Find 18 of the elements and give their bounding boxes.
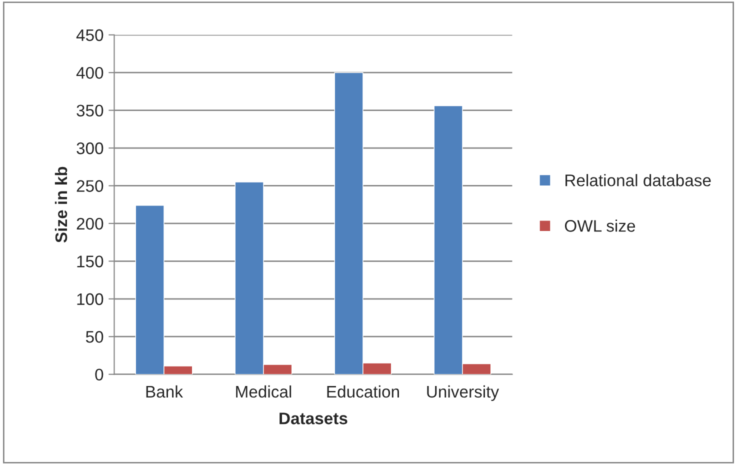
y-tick-label: 300 — [76, 142, 104, 154]
y-tick-label: 450 — [76, 29, 104, 42]
y-tick-label: 0 — [95, 368, 104, 381]
x-tick-label: University — [427, 385, 500, 401]
legend-label: OWL size — [564, 220, 636, 232]
x-tick-label: Education — [327, 385, 399, 398]
y-tick-label: 50 — [86, 331, 104, 343]
y-tick-label: 200 — [76, 218, 104, 230]
x-tick-label: Medical — [236, 385, 292, 398]
y-tick-label: 100 — [77, 293, 104, 306]
y-axis-title: Size in kb — [54, 166, 68, 243]
legend-label: Relational database — [566, 174, 711, 186]
y-tick-label: 150 — [77, 256, 104, 268]
y-tick-label: 250 — [76, 180, 104, 192]
x-axis-title: Datasets — [280, 412, 348, 424]
y-tick-label: 400 — [76, 66, 104, 79]
y-tick-label: 350 — [76, 104, 104, 117]
x-tick-label: Bank — [146, 385, 183, 398]
